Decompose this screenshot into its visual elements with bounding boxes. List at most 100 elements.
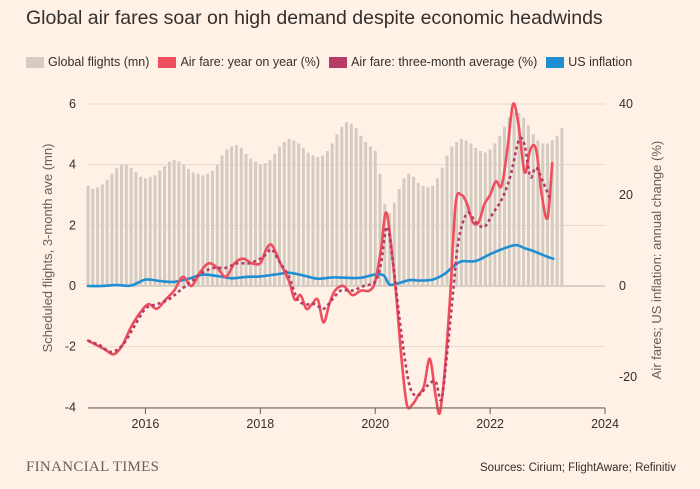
flights-bar bbox=[498, 135, 502, 286]
flights-bar bbox=[268, 160, 272, 286]
legend-item-fare-3m: Air fare: three-month average (%) bbox=[329, 55, 537, 69]
flights-bar bbox=[464, 140, 468, 286]
x-tick-label: 2018 bbox=[246, 417, 274, 431]
left-tick-label: 4 bbox=[69, 158, 76, 172]
flights-bar bbox=[244, 154, 248, 286]
flights-bar bbox=[220, 155, 224, 286]
flights-bar bbox=[373, 151, 377, 286]
flights-bar bbox=[450, 146, 454, 286]
left-axis-title: Scheduled flights, 3-month ave (mn) bbox=[40, 144, 55, 353]
flights-bar bbox=[124, 164, 128, 286]
right-tick-label: 40 bbox=[619, 97, 633, 111]
flights-bar bbox=[435, 178, 439, 286]
legend-label-fare-3m: Air fare: three-month average (%) bbox=[351, 55, 538, 69]
flights-bar bbox=[120, 164, 123, 286]
flights-bar bbox=[143, 178, 147, 286]
flights-bar bbox=[115, 167, 119, 286]
flights-bar bbox=[522, 117, 526, 287]
flights-bar bbox=[378, 173, 382, 286]
flights-bar bbox=[153, 175, 157, 286]
flights-bar bbox=[163, 166, 167, 286]
series-lines bbox=[86, 102, 555, 416]
ft-logo-text: FINANCIAL TIMES bbox=[26, 459, 160, 475]
flights-bar bbox=[383, 204, 387, 286]
flights-bar bbox=[502, 126, 506, 286]
flights-bar bbox=[287, 138, 291, 286]
flights-bar bbox=[392, 202, 396, 286]
left-tick-label: 6 bbox=[69, 97, 76, 111]
left-tick-label: 0 bbox=[69, 279, 76, 293]
flights-bar bbox=[129, 167, 133, 286]
flights-bar bbox=[507, 117, 511, 287]
flights-bar bbox=[230, 146, 234, 286]
flights-bar bbox=[206, 173, 210, 286]
flights-bar bbox=[110, 173, 114, 286]
flights-bar bbox=[368, 146, 372, 286]
flights-bar bbox=[488, 149, 492, 286]
legend-swatch-flights bbox=[26, 56, 44, 68]
left-tick-label: 2 bbox=[69, 218, 76, 232]
flights-bar bbox=[306, 152, 310, 286]
flights-bar bbox=[282, 141, 286, 286]
flights-bar bbox=[555, 135, 559, 286]
flights-bar bbox=[455, 141, 459, 286]
flights-bar bbox=[359, 135, 363, 286]
flights-bar bbox=[167, 161, 171, 286]
flights-bar bbox=[493, 143, 497, 286]
legend-swatch-inflation bbox=[546, 56, 565, 68]
flights-bar bbox=[311, 155, 315, 286]
flights-bar bbox=[531, 134, 535, 286]
legend-item-fare-yoy: Air fare: year on year (%) bbox=[158, 55, 320, 69]
flights-bar bbox=[335, 134, 339, 286]
flights-bar bbox=[459, 138, 463, 286]
flights-bars bbox=[86, 111, 564, 287]
flights-bar bbox=[249, 158, 253, 286]
flights-bar bbox=[196, 173, 200, 286]
flights-bar bbox=[345, 122, 348, 286]
flights-bar bbox=[330, 143, 334, 286]
legend-item-flights: Global flights (mn) bbox=[26, 55, 149, 69]
legend-label-inflation: US inflation bbox=[568, 55, 633, 69]
flights-bar bbox=[263, 163, 267, 286]
flights-bar bbox=[254, 161, 258, 286]
right-axis-title: Air fares; US inflation: annual change (… bbox=[649, 141, 664, 379]
flights-bar bbox=[354, 128, 358, 286]
flights-bar bbox=[273, 154, 277, 286]
x-tick-label: 2020 bbox=[361, 417, 389, 431]
us-inflation-line bbox=[86, 243, 555, 288]
flights-bar bbox=[483, 152, 487, 286]
flights-bar bbox=[412, 176, 416, 286]
flights-bar bbox=[239, 147, 243, 286]
flights-bar bbox=[325, 151, 329, 286]
legend: Global flights (mn) Air fare: year on ye… bbox=[26, 55, 641, 69]
flights-bar bbox=[105, 179, 109, 286]
flights-bar bbox=[517, 113, 521, 286]
flights-bar bbox=[416, 182, 420, 286]
right-tick-label: 20 bbox=[619, 188, 633, 202]
flights-bar bbox=[172, 160, 176, 286]
flights-bar bbox=[407, 173, 411, 286]
flights-bar bbox=[474, 147, 478, 286]
flights-bar bbox=[349, 123, 353, 286]
flights-bar bbox=[191, 172, 195, 286]
flights-bar bbox=[512, 111, 516, 286]
flights-bar bbox=[158, 170, 162, 286]
source-note: Sources: Cirium; FlightAware; Refinitiv bbox=[480, 462, 676, 474]
legend-swatch-fare-3m bbox=[329, 56, 348, 68]
flights-bar bbox=[536, 140, 540, 286]
flights-bar bbox=[388, 213, 392, 286]
flights-bar bbox=[177, 161, 181, 286]
flights-bar bbox=[526, 125, 530, 286]
flights-bar bbox=[321, 155, 325, 286]
flights-bar bbox=[445, 155, 449, 286]
flights-bar bbox=[96, 187, 100, 286]
left-tick-label: -4 bbox=[65, 400, 76, 414]
legend-item-inflation: US inflation bbox=[546, 55, 632, 69]
fare-3m-avg-line bbox=[87, 136, 552, 402]
fare-yoy-line bbox=[86, 102, 554, 416]
legend-label-flights: Global flights (mn) bbox=[48, 55, 150, 69]
flights-bar bbox=[340, 126, 344, 286]
flights-bar bbox=[421, 185, 425, 286]
left-tick-label: -2 bbox=[65, 340, 76, 354]
